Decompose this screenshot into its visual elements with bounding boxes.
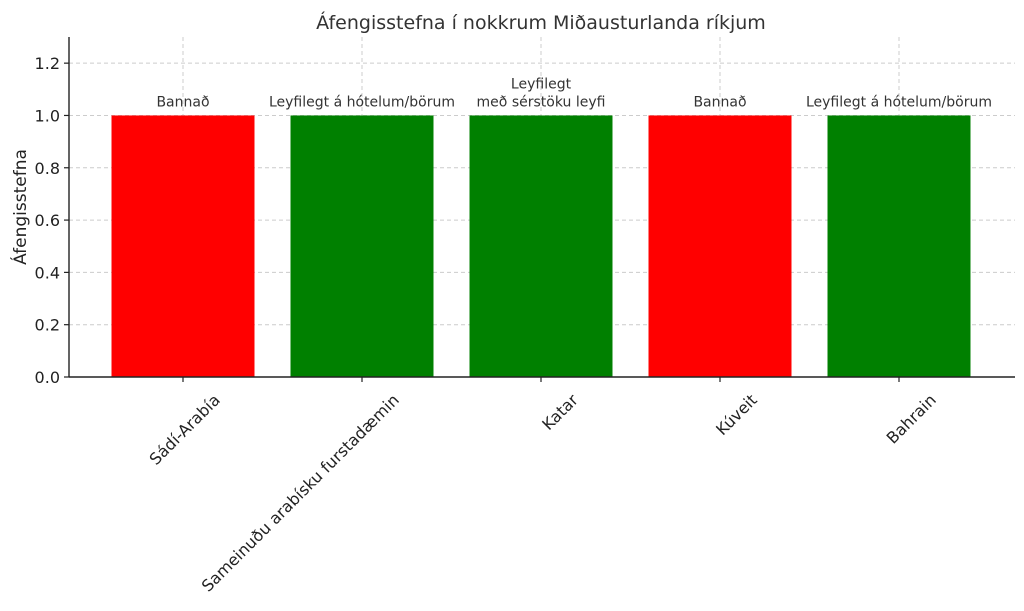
bar-label-line: Leyfilegt á hótelum/börum xyxy=(806,94,992,110)
bar xyxy=(469,115,613,377)
bars xyxy=(111,115,971,377)
bar xyxy=(648,115,792,377)
y-tick-label: 0.2 xyxy=(35,316,60,335)
y-tick-label: 1.2 xyxy=(35,54,60,73)
axes xyxy=(64,37,1015,382)
y-tick-label: 0.4 xyxy=(35,263,60,282)
y-tick-labels: 0.0 0.2 0.4 0.6 0.8 1.0 1.2 xyxy=(35,54,60,387)
bar-label: Leyfilegt á hótelum/börum xyxy=(269,94,455,110)
bar xyxy=(290,115,434,377)
x-tick-label: Bahrain xyxy=(883,390,940,447)
y-tick-label: 1.0 xyxy=(35,106,60,125)
bar-label: Leyfilegt á hótelum/börum xyxy=(806,94,992,110)
bar-label: Leyfilegt með sérstöku leyfi xyxy=(477,76,606,110)
bar-label-line: Leyfilegt á hótelum/börum xyxy=(269,94,455,110)
x-tick-label: Kúveit xyxy=(712,390,761,439)
bar-label-line: Bannað xyxy=(693,94,746,110)
bar xyxy=(827,115,971,377)
bar-label: Bannað xyxy=(156,94,209,110)
y-tick-label: 0.0 xyxy=(35,368,60,387)
y-tick-label: 0.6 xyxy=(35,211,60,230)
bar-label-line: með sérstöku leyfi xyxy=(477,94,606,110)
y-axis-label: Áfengisstefna xyxy=(9,149,31,265)
x-tick-label: Sádí-Arabía xyxy=(146,390,224,468)
bar-label-line: Bannað xyxy=(156,94,209,110)
bar xyxy=(111,115,255,377)
bar-label: Bannað xyxy=(693,94,746,110)
bar-value-labels: Bannað Leyfilegt á hótelum/börum Leyfilegt… xyxy=(156,76,992,110)
x-tick-label: Katar xyxy=(538,390,582,434)
chart-title: Áfengisstefna í nokkrum Miðausturlanda r… xyxy=(316,11,766,34)
y-tick-label: 0.8 xyxy=(35,159,60,178)
x-tick-label: Sameinuðu arabísku furstadæmin xyxy=(198,390,403,595)
bar-label-line: Leyfilegt xyxy=(511,76,572,92)
